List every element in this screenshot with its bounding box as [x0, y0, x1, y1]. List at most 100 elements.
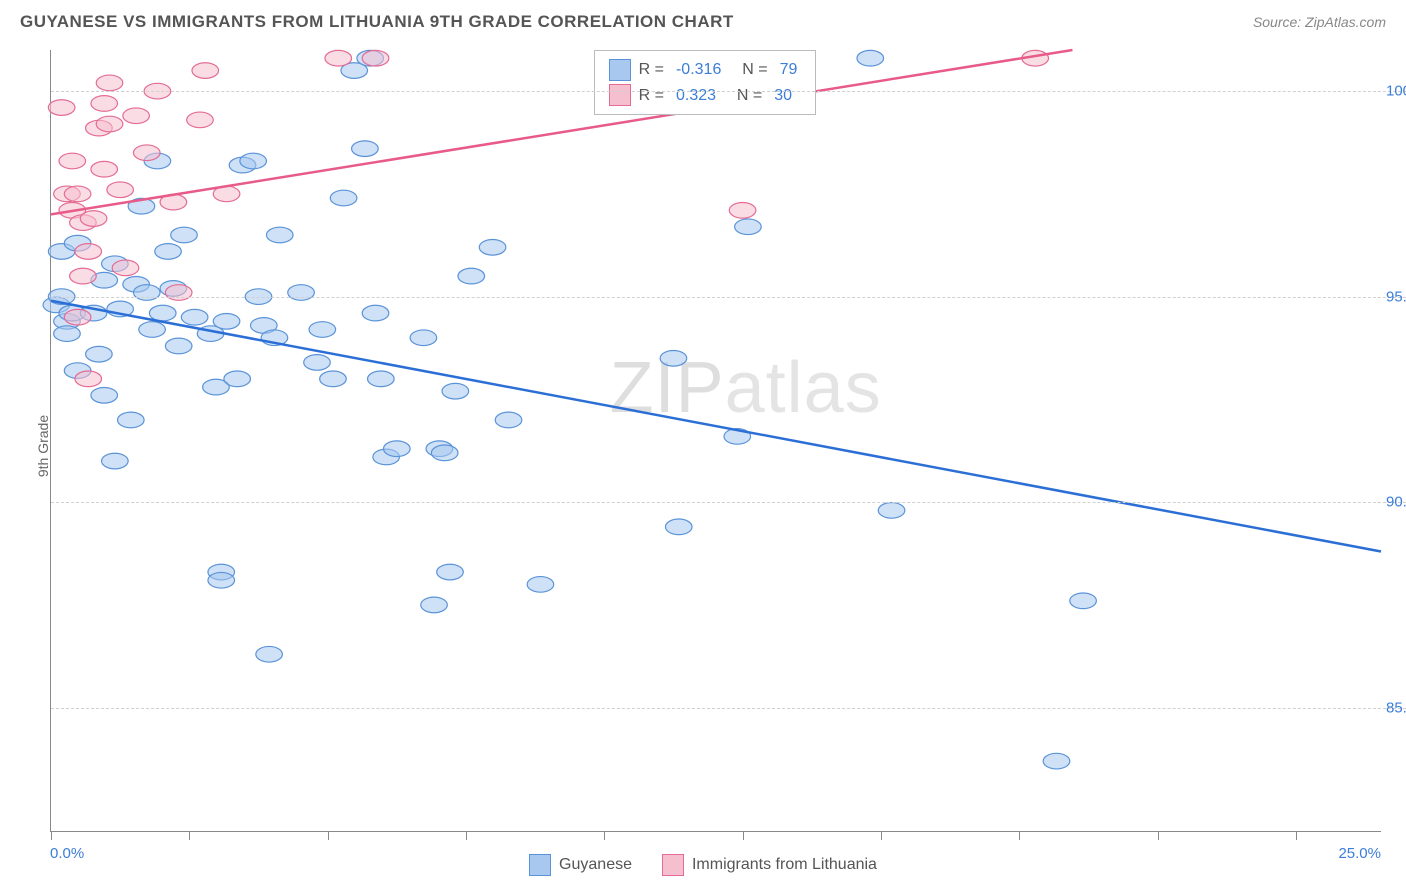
source-attribution: Source: ZipAtlas.com [1253, 14, 1386, 30]
scatter-point-guyanese [437, 564, 464, 580]
scatter-point-guyanese [458, 268, 485, 284]
legend-r-label: R = [639, 57, 664, 83]
series-legend: Guyanese Immigrants from Lithuania [0, 854, 1406, 876]
series-legend-item: Guyanese [529, 854, 632, 876]
y-tick-label: 85.0% [1386, 699, 1406, 716]
scatter-point-guyanese [857, 50, 884, 66]
scatter-point-lithuania [96, 75, 123, 91]
legend-r-label: R = [639, 83, 664, 109]
scatter-point-lithuania [96, 116, 123, 132]
scatter-point-guyanese [495, 412, 522, 428]
scatter-point-guyanese [442, 383, 469, 399]
scatter-point-guyanese [224, 371, 251, 387]
correlation-legend-row-lithuania: R = 0.323 N = 30 [609, 83, 802, 109]
scatter-point-guyanese [1043, 753, 1070, 769]
y-axis-label: 9th Grade [35, 415, 51, 477]
x-tick [1019, 831, 1020, 840]
swatch-icon [662, 854, 684, 876]
scatter-point-lithuania [59, 153, 86, 169]
scatter-point-lithuania [133, 145, 160, 161]
series-legend-item: Immigrants from Lithuania [662, 854, 877, 876]
gridline-h [51, 708, 1406, 709]
gridline-h [51, 297, 1406, 298]
series-legend-label: Guyanese [559, 856, 632, 874]
scatter-point-lithuania [75, 371, 102, 387]
scatter-point-guyanese [384, 441, 411, 457]
scatter-point-lithuania [187, 112, 214, 128]
scatter-point-lithuania [70, 268, 97, 284]
scatter-point-lithuania [80, 211, 107, 227]
scatter-point-guyanese [368, 371, 395, 387]
scatter-point-guyanese [133, 285, 160, 301]
scatter-point-guyanese [181, 309, 208, 325]
scatter-point-guyanese [304, 355, 331, 371]
x-tick [1158, 831, 1159, 840]
chart-area: ZIPatlas R =-0.316 N =79R =0.323 N =30 8… [50, 50, 1381, 832]
scatter-point-guyanese [102, 453, 129, 469]
y-tick-label: 95.0% [1386, 288, 1406, 305]
x-tick [881, 831, 882, 840]
legend-n-value: 79 [776, 57, 802, 83]
x-tick [1296, 831, 1297, 840]
scatter-point-lithuania [192, 63, 219, 79]
scatter-point-lithuania [112, 260, 139, 276]
scatter-point-guyanese [288, 285, 315, 301]
scatter-point-guyanese [320, 371, 347, 387]
scatter-point-guyanese [479, 239, 506, 255]
scatter-point-guyanese [878, 503, 905, 519]
y-tick-label: 100.0% [1386, 83, 1406, 100]
scatter-point-lithuania [64, 186, 91, 202]
x-tick [189, 831, 190, 840]
chart-title: GUYANESE VS IMMIGRANTS FROM LITHUANIA 9T… [20, 12, 734, 32]
legend-r-value: -0.316 [672, 57, 725, 83]
scatter-point-guyanese [431, 445, 458, 461]
scatter-point-lithuania [729, 203, 756, 219]
scatter-point-guyanese [735, 219, 762, 235]
scatter-point-lithuania [48, 100, 75, 116]
scatter-point-guyanese [330, 190, 357, 206]
scatter-point-guyanese [266, 227, 293, 243]
swatch-lithuania [609, 84, 631, 106]
scatter-point-guyanese [362, 305, 389, 321]
scatter-point-guyanese [421, 597, 448, 613]
plot-region: ZIPatlas R =-0.316 N =79R =0.323 N =30 8… [50, 50, 1381, 832]
scatter-point-guyanese [54, 326, 81, 342]
x-tick [743, 831, 744, 840]
x-tick [328, 831, 329, 840]
scatter-point-lithuania [107, 182, 134, 198]
scatter-point-guyanese [208, 572, 235, 588]
scatter-point-lithuania [91, 161, 118, 177]
scatter-point-lithuania [123, 108, 150, 124]
legend-n-label: N = [728, 83, 762, 109]
x-tick [604, 831, 605, 840]
gridline-h [51, 502, 1406, 503]
scatter-point-guyanese [139, 322, 166, 338]
scatter-point-guyanese [256, 646, 283, 662]
scatter-point-lithuania [91, 96, 118, 112]
scatter-point-lithuania [64, 309, 91, 325]
scatter-point-guyanese [665, 519, 692, 535]
scatter-point-guyanese [149, 305, 176, 321]
swatch-guyanese [609, 59, 631, 81]
legend-n-value: 30 [770, 83, 796, 109]
series-legend-label: Immigrants from Lithuania [692, 856, 877, 874]
scatter-point-guyanese [1070, 593, 1097, 609]
x-tick [466, 831, 467, 840]
scatter-svg [51, 50, 1381, 831]
scatter-point-lithuania [362, 50, 389, 66]
scatter-point-guyanese [213, 313, 240, 329]
scatter-point-guyanese [309, 322, 336, 338]
scatter-point-guyanese [118, 412, 145, 428]
x-tick [51, 831, 52, 840]
legend-r-value: 0.323 [672, 83, 720, 109]
scatter-point-lithuania [75, 244, 102, 260]
trend-line-guyanese [51, 301, 1381, 552]
correlation-legend: R =-0.316 N =79R =0.323 N =30 [594, 50, 817, 115]
scatter-point-guyanese [165, 338, 192, 354]
scatter-point-guyanese [352, 141, 379, 157]
y-tick-label: 90.0% [1386, 494, 1406, 511]
scatter-point-guyanese [155, 244, 182, 260]
swatch-icon [529, 854, 551, 876]
scatter-point-lithuania [165, 285, 192, 301]
legend-n-label: N = [733, 57, 767, 83]
